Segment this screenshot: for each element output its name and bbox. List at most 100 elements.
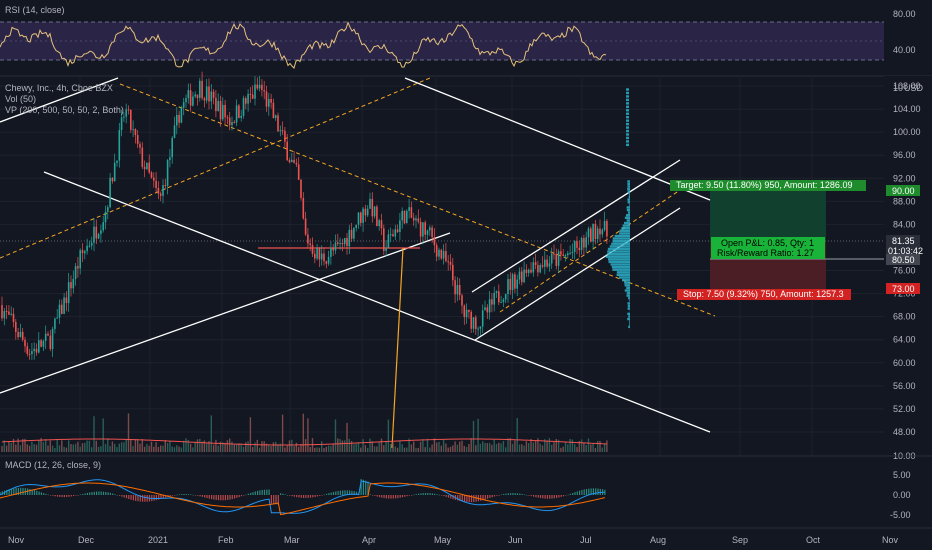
vertical-anchor-line <box>391 247 404 449</box>
vp-bar <box>627 190 630 194</box>
target-badge[interactable]: Target: 9.50 (11.80%) 950, Amount: 1286.… <box>670 180 866 191</box>
candle <box>155 180 157 189</box>
volume-bar <box>249 417 252 452</box>
volume-bar <box>180 447 183 452</box>
macd-hist-bar <box>427 493 429 495</box>
volume-bar <box>583 442 585 452</box>
price-top-tick: 10 <box>893 83 903 93</box>
volume-bar <box>199 438 201 452</box>
macd-hist-bar <box>27 488 29 495</box>
macd-hist-bar <box>247 493 249 495</box>
volume-bar <box>72 444 74 452</box>
rsi-label: RSI (14, close) <box>5 5 65 15</box>
volume-bar <box>293 446 295 452</box>
macd-hist-bar <box>63 495 65 498</box>
macd-hist-bar <box>528 495 530 496</box>
candle <box>544 259 546 267</box>
volume-bar <box>127 413 130 452</box>
volume-bar <box>173 447 176 452</box>
candle <box>42 340 45 347</box>
macd-hist-bar <box>579 490 581 495</box>
volume-bar <box>456 444 459 452</box>
rsi-pane[interactable]: RSI (14, close) 80.00 40.00 <box>0 5 916 69</box>
macd-hist-bar <box>109 492 111 495</box>
candle <box>445 251 447 262</box>
candle <box>28 353 31 355</box>
candle <box>107 207 109 212</box>
candle <box>86 245 88 252</box>
candle <box>571 251 574 253</box>
volume-bar <box>316 447 318 452</box>
macd-pane[interactable]: MACD (12, 26, close, 9) 5.00 0.00 -5.00 <box>0 460 911 520</box>
volume-bar <box>440 445 442 452</box>
volume-bar <box>396 447 399 452</box>
main-pane[interactable]: Chewy, Inc., 4h, Cboe BZX Vol (50) VP (2… <box>0 71 884 456</box>
candle <box>440 249 443 259</box>
vp-bar <box>605 255 630 258</box>
volume-bar <box>314 447 316 452</box>
candle <box>74 266 77 279</box>
volume-bar <box>81 443 84 452</box>
candle <box>242 98 245 116</box>
candle <box>477 328 479 330</box>
macd-hist-bar <box>79 494 82 496</box>
volume-bar <box>61 440 63 452</box>
macd-hist-bar <box>296 495 298 498</box>
volume-bar <box>201 441 203 452</box>
macd-hist-bar <box>381 495 383 498</box>
macd-hist-bar <box>503 493 505 495</box>
volume-bar <box>206 443 208 452</box>
vp-bar <box>628 195 630 199</box>
macd-hist-bar <box>569 493 571 495</box>
candle <box>550 253 553 264</box>
rsi-line <box>0 21 607 69</box>
macd-hist-bar <box>144 495 146 502</box>
candle <box>192 96 194 106</box>
macd-hist-bar <box>434 493 436 495</box>
vp-bar <box>627 317 630 321</box>
macd-hist-bar <box>8 489 10 495</box>
volume-bar <box>560 447 562 452</box>
time-tick-4: Mar <box>284 535 300 545</box>
macd-hist-bar <box>84 493 86 495</box>
macd-hist-bar <box>365 480 367 495</box>
volume-bar <box>233 444 235 452</box>
macd-hist-bar <box>254 491 256 495</box>
volume-bar <box>330 446 332 452</box>
vp-bar <box>619 232 630 235</box>
macd-hist-bar <box>533 495 535 497</box>
candle <box>491 299 493 305</box>
macd-hist-bar <box>510 493 512 495</box>
macd-hist-bar <box>33 490 36 495</box>
pnl-box[interactable]: Open P&L: 0.85, Qty: 1 Risk/Reward Ratio… <box>711 237 825 259</box>
volume-bar <box>217 445 219 452</box>
vp-bar <box>626 206 630 209</box>
price-axis[interactable]: 108.00 104.00 100.00 96.00 92.00 88.00 84.00 76… <box>884 76 932 461</box>
macd-hist-bar <box>245 494 247 496</box>
time-axis[interactable]: Nov Dec 2021 Feb Mar Apr May Jun Jul Aug Sep Oct Nov <box>8 535 899 545</box>
candle <box>596 228 599 240</box>
volume-bar <box>500 443 502 452</box>
macd-hist-bar <box>119 495 121 496</box>
vp-bar <box>627 304 630 308</box>
macd-hist-bar <box>176 494 178 496</box>
candle <box>442 251 445 259</box>
price-tick-13: 52.00 <box>893 404 916 414</box>
macd-hist-bar <box>312 495 314 498</box>
vp-bar <box>623 221 630 225</box>
price-tick-1: 104.00 <box>893 104 921 114</box>
macd-hist-bar <box>234 495 236 499</box>
candle <box>378 220 380 227</box>
stop-badge[interactable]: Stop: 7.50 (9.32%) 750, Amount: 1257.3 <box>677 289 851 300</box>
candle <box>90 242 93 246</box>
candle <box>537 265 539 273</box>
volume-bar <box>270 446 272 452</box>
time-tick-12: Nov <box>882 535 899 545</box>
volume-bar <box>58 445 61 452</box>
macd-hist-bar <box>153 495 155 501</box>
macd-hist-bar <box>259 490 261 495</box>
candle <box>10 313 12 315</box>
macd-hist-bar <box>572 493 574 495</box>
volume-bar <box>491 444 493 452</box>
macd-hist-bar <box>31 489 33 495</box>
